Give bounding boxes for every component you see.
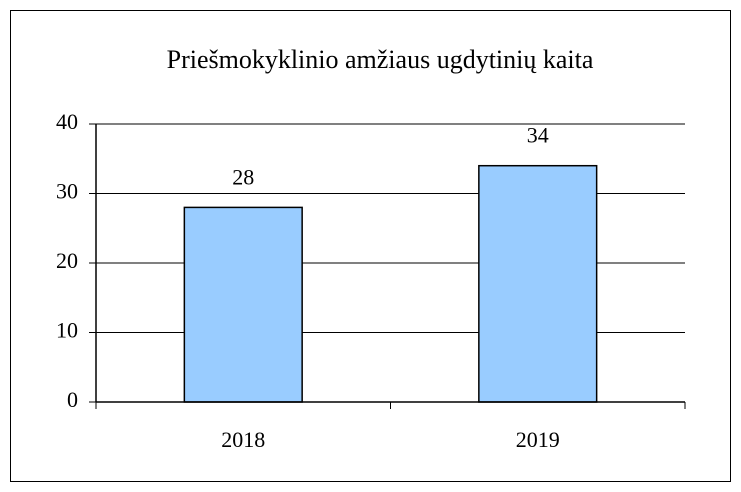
bar	[478, 164, 598, 403]
data-label: 28	[232, 164, 254, 189]
x-tick-label: 2018	[221, 427, 265, 452]
y-tick-label: 20	[56, 248, 78, 273]
y-tick-label: 30	[56, 179, 78, 204]
chart-border	[10, 10, 731, 482]
y-tick-label: 0	[67, 387, 78, 412]
chart-title: Priešmokyklinio amžiaus ugdytinių kaita	[167, 45, 594, 74]
y-tick-label: 10	[56, 318, 78, 343]
x-tick-label: 2019	[516, 427, 560, 452]
data-label: 34	[527, 123, 549, 148]
bar	[183, 206, 303, 403]
y-tick-label: 40	[56, 109, 78, 134]
